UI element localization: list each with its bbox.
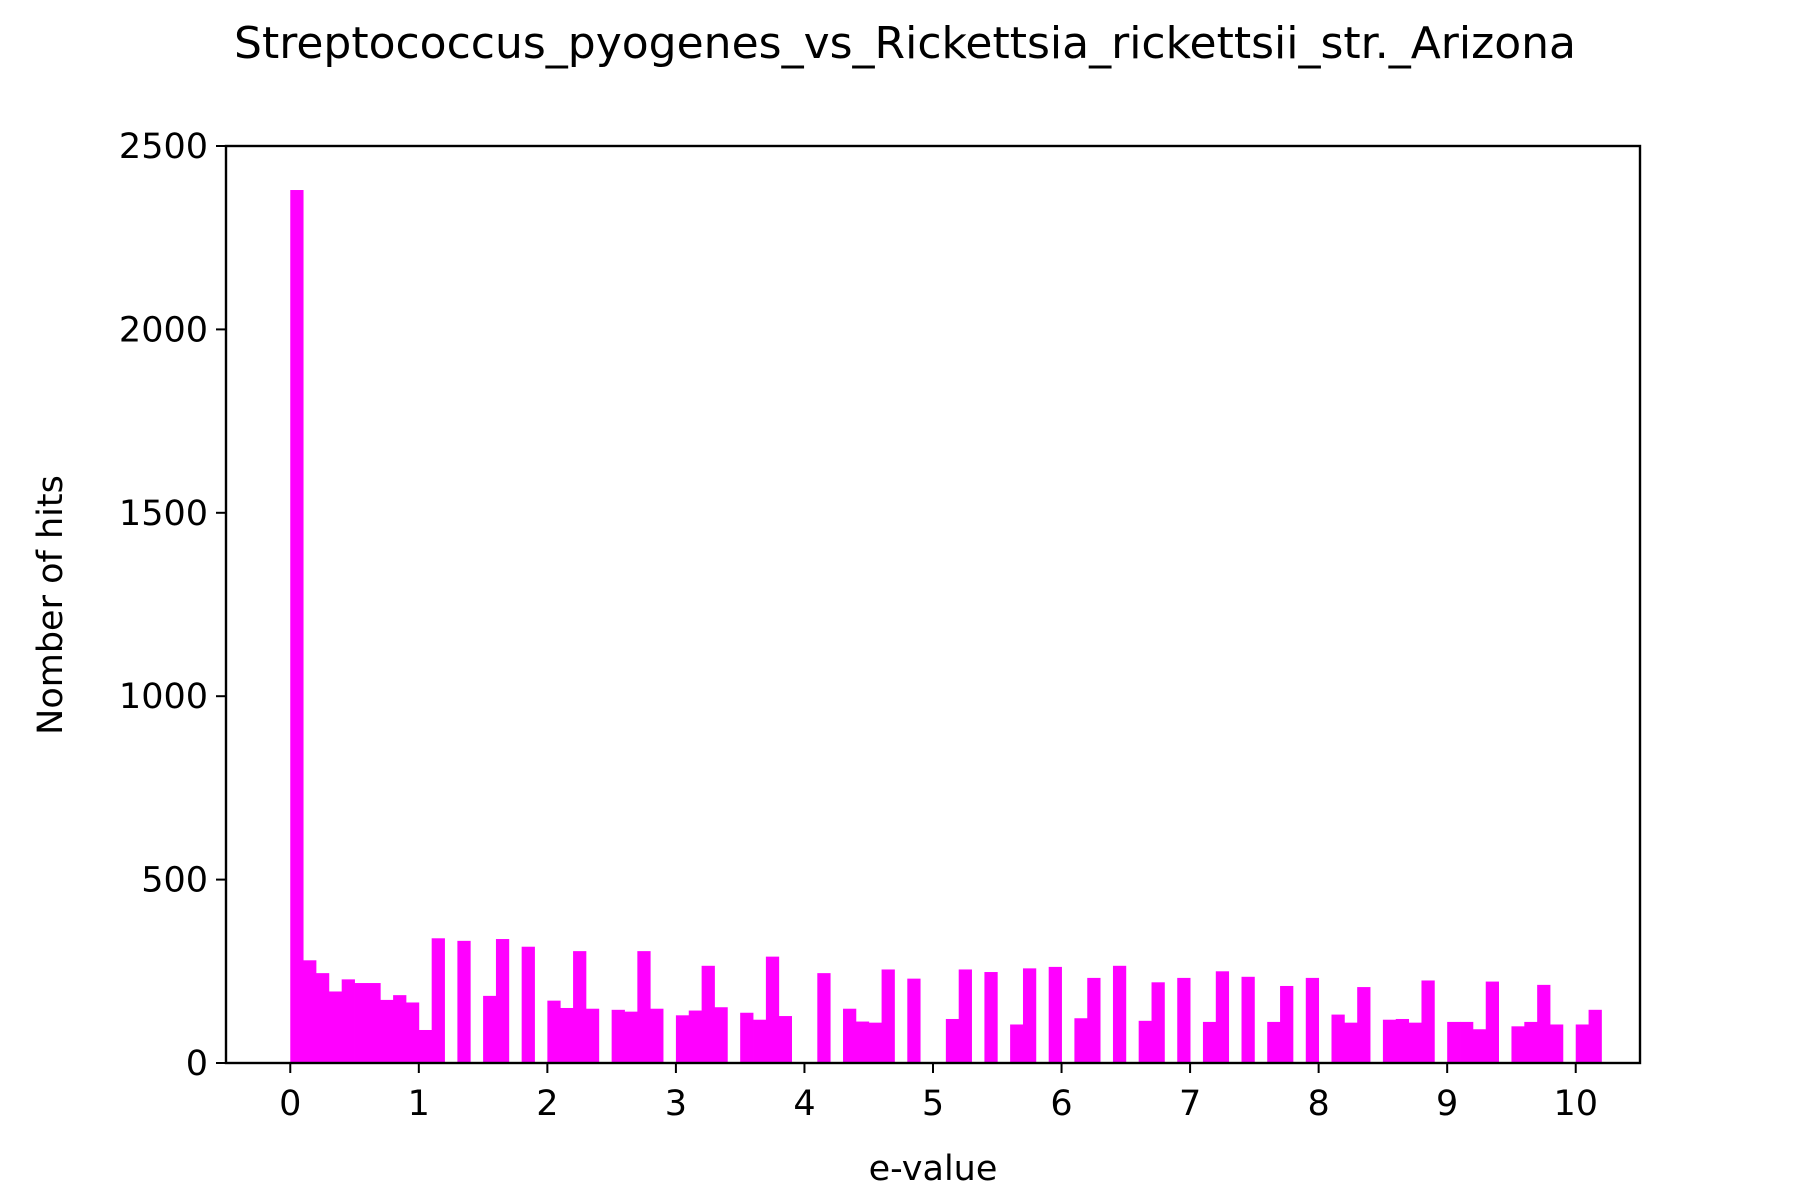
histogram-bar bbox=[1151, 982, 1165, 1063]
histogram-bar bbox=[1010, 1024, 1024, 1063]
x-tick-label: 3 bbox=[665, 1084, 687, 1124]
histogram-bar bbox=[817, 973, 831, 1063]
histogram-bar bbox=[958, 969, 972, 1063]
histogram-bar bbox=[1215, 971, 1230, 1063]
y-tick-label: 0 bbox=[186, 1044, 208, 1084]
y-tick-label: 1000 bbox=[119, 677, 208, 717]
histogram-bar bbox=[354, 983, 368, 1063]
x-tick-label: 8 bbox=[1307, 1084, 1329, 1124]
histogram-bar bbox=[315, 973, 330, 1063]
histogram-bar bbox=[1241, 976, 1255, 1063]
histogram-bar bbox=[585, 1008, 600, 1063]
histogram-bar bbox=[1048, 966, 1062, 1063]
x-axis: 0 1 2 3 4 5 6 7 8 9 10 bbox=[279, 1063, 1598, 1124]
histogram-bar bbox=[1447, 1021, 1461, 1063]
histogram-bar bbox=[907, 978, 921, 1063]
histogram-bar bbox=[1331, 1014, 1345, 1063]
histogram-bar bbox=[1022, 968, 1037, 1063]
histogram-bar bbox=[1408, 1022, 1422, 1063]
x-tick-label: 6 bbox=[1050, 1084, 1072, 1124]
histogram-bar bbox=[1357, 987, 1371, 1063]
histogram-bar bbox=[688, 1010, 703, 1063]
x-tick-label: 0 bbox=[279, 1084, 301, 1124]
histogram-bar bbox=[341, 979, 355, 1063]
histogram-bar bbox=[881, 969, 895, 1063]
histogram-bar bbox=[367, 983, 381, 1063]
histogram-bar bbox=[611, 1009, 625, 1063]
histogram-bar bbox=[1395, 1018, 1410, 1063]
histogram-bar bbox=[1074, 1018, 1088, 1063]
histogram-bar bbox=[984, 972, 998, 1063]
histogram-bar bbox=[521, 946, 535, 1063]
chart-title: Streptococcus_pyogenes_vs_Rickettsia_ric… bbox=[234, 18, 1576, 69]
histogram-bar bbox=[868, 1022, 882, 1063]
histogram-bar bbox=[740, 1012, 754, 1063]
histogram-bar bbox=[945, 1018, 960, 1063]
histogram-bar bbox=[843, 1008, 857, 1063]
histogram-bar bbox=[303, 960, 317, 1063]
histogram-bar bbox=[1280, 985, 1294, 1063]
y-tick-label: 500 bbox=[141, 861, 208, 901]
plot-frame bbox=[224, 144, 1642, 1065]
histogram-bar bbox=[328, 991, 343, 1063]
y-tick-label: 2500 bbox=[119, 127, 208, 167]
x-tick-label: 1 bbox=[408, 1084, 430, 1124]
histogram-bar bbox=[1382, 1019, 1397, 1063]
histogram-bar bbox=[1177, 977, 1191, 1063]
histogram-bar bbox=[765, 956, 780, 1063]
x-tick-label: 2 bbox=[536, 1084, 558, 1124]
histogram-bar bbox=[560, 1007, 574, 1063]
histogram-bar bbox=[1575, 1024, 1589, 1063]
histogram-bar bbox=[1138, 1020, 1152, 1063]
histogram-bar bbox=[418, 1029, 433, 1063]
histogram-bar bbox=[457, 940, 471, 1063]
histogram-bar bbox=[1202, 1021, 1217, 1063]
x-tick-label: 9 bbox=[1436, 1084, 1458, 1124]
histogram-bar bbox=[1087, 977, 1101, 1063]
histogram-bar bbox=[405, 1002, 420, 1063]
histogram-bar bbox=[495, 939, 510, 1063]
x-axis-label: e-value bbox=[869, 1149, 998, 1189]
histogram-bar bbox=[714, 1007, 728, 1063]
histogram-bar bbox=[1485, 981, 1499, 1063]
histogram-bar bbox=[650, 1008, 664, 1063]
x-tick-label: 7 bbox=[1179, 1084, 1201, 1124]
histogram-bar bbox=[547, 1000, 561, 1063]
histogram-bar bbox=[778, 1016, 792, 1063]
histogram-bar bbox=[1524, 1021, 1538, 1063]
x-tick-label: 10 bbox=[1553, 1084, 1598, 1124]
histogram-bar bbox=[393, 995, 407, 1063]
histogram-bar bbox=[855, 1021, 870, 1063]
histogram-bar bbox=[1550, 1024, 1564, 1063]
histogram-bar bbox=[431, 938, 445, 1063]
histogram-bar bbox=[483, 995, 497, 1063]
y-axis: 0 500 1000 1500 2000 2500 bbox=[119, 127, 226, 1084]
histogram-bar bbox=[1267, 1021, 1281, 1063]
bars-group bbox=[290, 190, 1602, 1064]
histogram-bar bbox=[1472, 1029, 1487, 1063]
y-tick-label: 1500 bbox=[119, 494, 208, 534]
y-axis-label: Nomber of hits bbox=[31, 475, 71, 735]
histogram-bar bbox=[1588, 1009, 1602, 1063]
x-tick-label: 4 bbox=[793, 1084, 815, 1124]
histogram-bar bbox=[675, 1015, 690, 1063]
y-tick-label: 2000 bbox=[119, 310, 208, 350]
histogram-bar bbox=[573, 951, 587, 1063]
histogram-bar bbox=[701, 965, 715, 1063]
histogram-bar bbox=[1460, 1021, 1474, 1063]
histogram-bar bbox=[1344, 1022, 1358, 1063]
x-tick-label: 5 bbox=[922, 1084, 944, 1124]
histogram-bar bbox=[1511, 1026, 1525, 1063]
histogram-bar bbox=[753, 1019, 767, 1063]
histogram-bar bbox=[290, 190, 304, 1064]
histogram-bar bbox=[1421, 980, 1435, 1063]
histogram-bar bbox=[624, 1011, 638, 1063]
histogram-bar bbox=[1112, 965, 1127, 1063]
histogram-bar bbox=[637, 951, 651, 1063]
histogram-bar bbox=[1305, 977, 1320, 1063]
histogram-bar bbox=[1537, 984, 1551, 1063]
histogram-bar bbox=[380, 999, 394, 1063]
